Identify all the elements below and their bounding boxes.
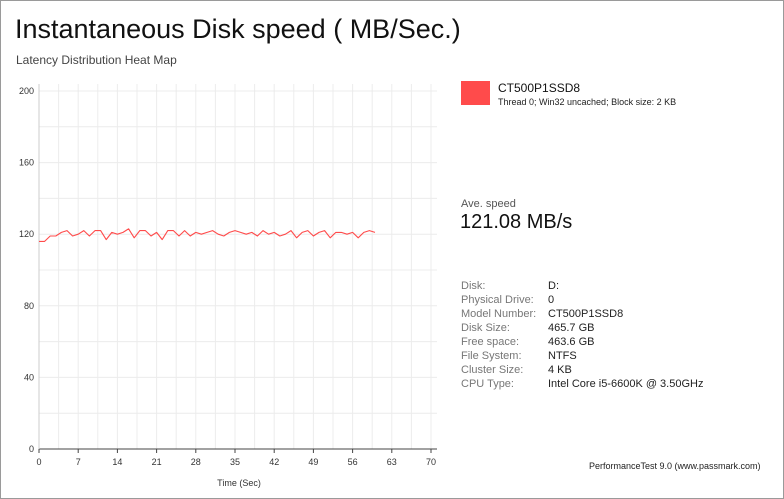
info-key: Disk Size: [461,322,510,334]
legend-swatch [461,81,490,105]
series-layer [39,228,376,242]
footer-branding: PerformanceTest 9.0 (www.passmark.com) [589,461,761,471]
info-value: D: [548,280,559,292]
info-key: File System: [461,350,522,362]
info-value: CT500P1SSD8 [548,308,624,320]
x-tick-label: 7 [76,457,81,467]
y-tick-label: 120 [19,229,34,239]
x-axis-label: Time (Sec) [217,478,261,488]
y-tick-label: 80 [24,301,34,311]
y-tick-label: 40 [24,372,34,382]
average-speed-value: 121.08 MB/s [460,211,573,233]
x-tick-label: 42 [269,457,279,467]
y-tick-label: 200 [19,86,34,96]
average-speed-label: Ave. speed [461,198,516,210]
x-tick-label: 28 [191,457,201,467]
axes: 0 40 80 120 160 200 0 7 14 21 28 35 42 49 56 63 70 [19,84,437,467]
y-tick-label: 160 [19,158,34,168]
info-value: 465.7 GB [548,322,595,334]
x-tick-label: 21 [152,457,162,467]
legend-series-name: CT500P1SSD8 [498,81,581,95]
chart-subtitle: Latency Distribution Heat Map [16,53,177,67]
series-line [39,228,376,242]
info-key: Disk: [461,280,486,292]
info-value: 463.6 GB [548,336,595,348]
x-tick-label: 0 [36,457,41,467]
info-value: Intel Core i5-6600K @ 3.50GHz [548,378,704,390]
x-tick-label: 14 [112,457,122,467]
chart-title: Instantaneous Disk speed ( MB/Sec.) [15,14,461,44]
grid [38,84,437,450]
info-value: 4 KB [548,364,572,376]
info-key: Physical Drive: [461,294,534,306]
info-key: Free space: [461,336,520,348]
x-tick-label: 56 [348,457,358,467]
x-tick-label: 49 [308,457,318,467]
info-key: Cluster Size: [461,364,524,376]
x-tick-label: 35 [230,457,240,467]
info-value: 0 [548,294,555,306]
info-value: NTFS [548,350,577,362]
x-tick-label: 70 [426,457,436,467]
info-key: CPU Type: [461,378,514,390]
x-tick-label: 63 [387,457,397,467]
info-key: Model Number: [461,308,537,320]
legend-series-description: Thread 0; Win32 uncached; Block size: 2 … [498,97,677,107]
y-tick-label: 0 [29,444,34,454]
